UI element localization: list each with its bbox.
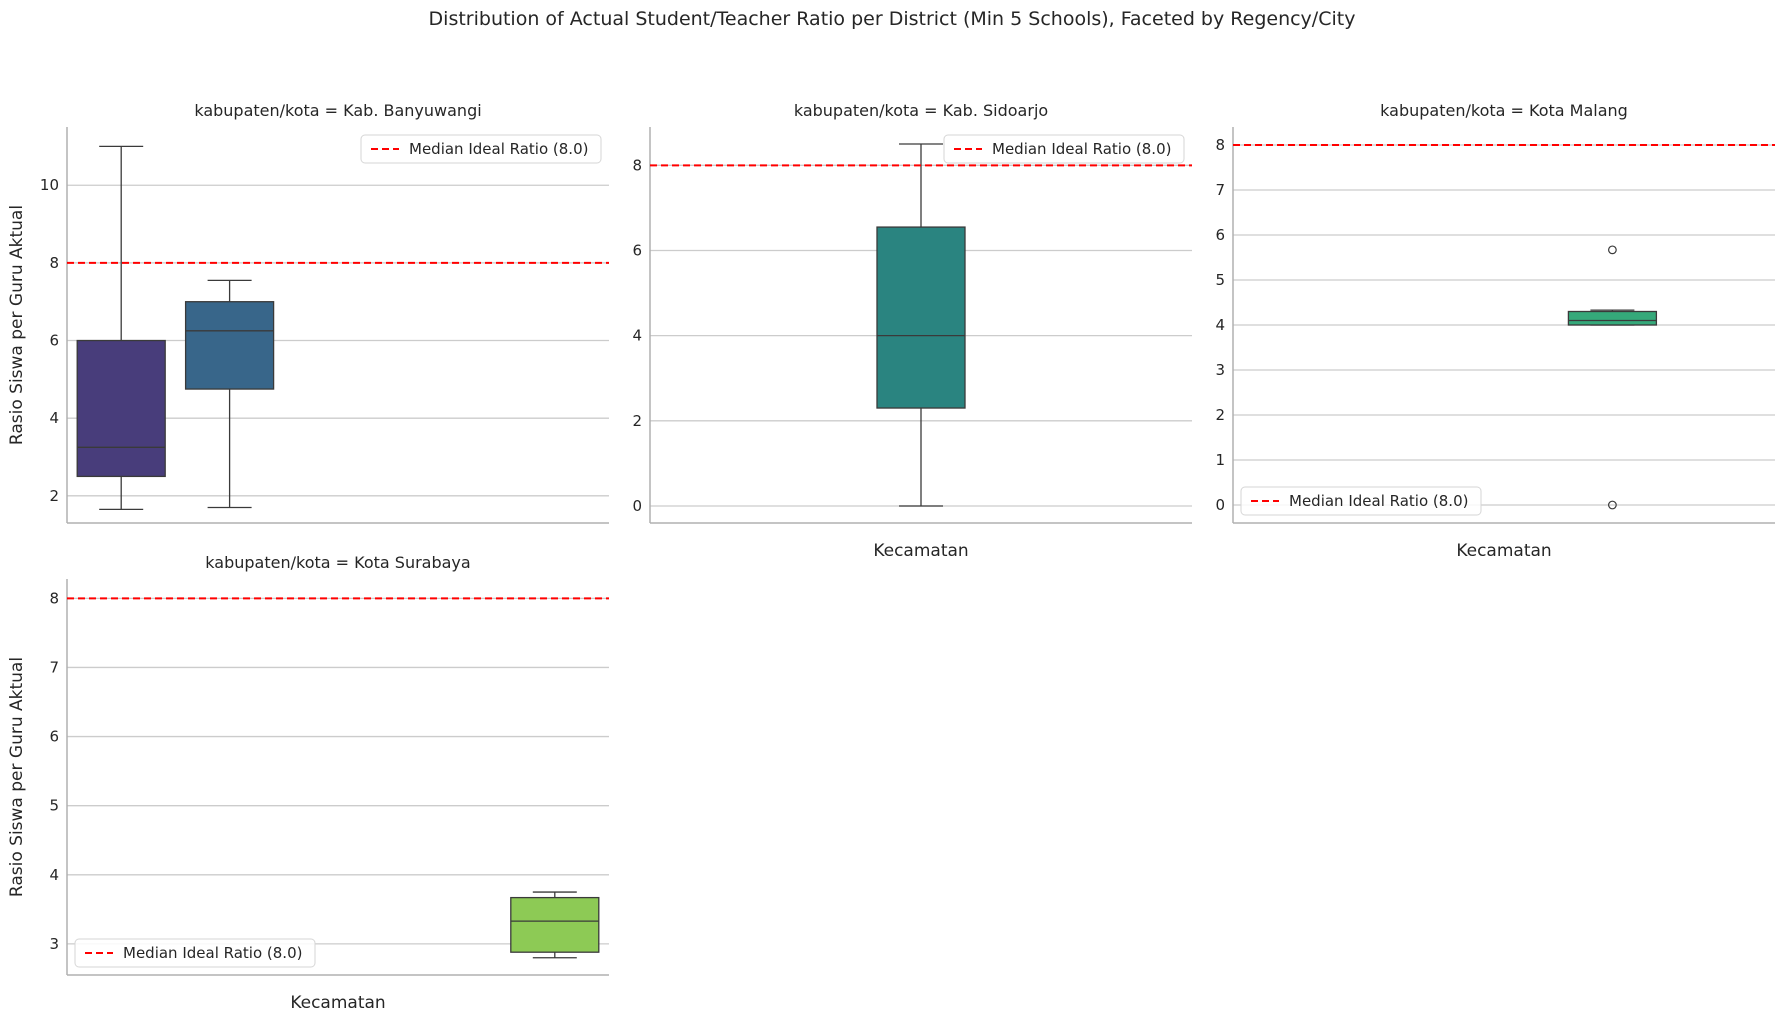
y-tick-label: 0 <box>1215 496 1225 514</box>
legend-label: Median Ideal Ratio (8.0) <box>992 140 1171 158</box>
legend: Median Ideal Ratio (8.0) <box>74 938 316 968</box>
y-tick-label: 8 <box>49 589 59 607</box>
legend-frame <box>943 134 1185 164</box>
y-tick-label: 6 <box>49 728 59 746</box>
y-tick-label: 2 <box>49 487 59 505</box>
panel-1: 2 4 6 8 10 kabupaten/kota = Kab. Banyuwangi Ra… <box>7 101 609 524</box>
y-tick-label: 4 <box>632 327 642 345</box>
x-axis-label: Kecamatan <box>873 541 968 561</box>
y-tick-label: 1 <box>1215 451 1225 469</box>
y-tick-label: 4 <box>1215 316 1225 334</box>
outlier-point <box>1607 500 1617 510</box>
legend-label: Median Ideal Ratio (8.0) <box>409 140 588 158</box>
outlier-point <box>1607 245 1617 255</box>
box-iqr <box>1567 310 1658 326</box>
y-tick-label: 5 <box>49 797 59 815</box>
legend-label: Median Ideal Ratio (8.0) <box>1289 492 1468 510</box>
box-iqr <box>510 896 600 953</box>
panel-title: kabupaten/kota = Kab. Sidoarjo <box>794 101 1048 120</box>
y-tick-label: 3 <box>1215 361 1225 379</box>
y-tick-label: 10 <box>40 176 59 194</box>
y-tick-label: 8 <box>49 254 59 272</box>
panel-3: 0 1 2 3 4 5 6 7 8 kabupaten/kota = Kota Malang Kec… <box>1215 101 1775 561</box>
y-tick-label: 2 <box>1215 406 1225 424</box>
y-tick-label: 6 <box>632 241 642 259</box>
legend-label: Median Ideal Ratio (8.0) <box>123 944 302 962</box>
y-tick-label: 0 <box>632 497 642 515</box>
y-axis-label: Rasio Siswa per Guru Aktual <box>7 657 27 897</box>
legend: Median Ideal Ratio (8.0) <box>1240 486 1482 516</box>
panel-title: kabupaten/kota = Kab. Banyuwangi <box>194 101 481 120</box>
panel-title: kabupaten/kota = Kota Malang <box>1380 101 1628 120</box>
y-tick-label: 6 <box>1215 226 1225 244</box>
legend: Median Ideal Ratio (8.0) <box>360 134 602 164</box>
y-axis-label: Rasio Siswa per Guru Aktual <box>7 205 27 445</box>
y-tick-label: 3 <box>49 935 59 953</box>
y-tick-label: 7 <box>1215 181 1225 199</box>
panel-2: 0 2 4 6 8 kabupaten/kota = Kab. Sidoarjo Kecam… <box>632 101 1192 561</box>
y-tick-label: 4 <box>49 866 59 884</box>
y-tick-label: 6 <box>49 332 59 350</box>
box-iqr <box>76 339 166 478</box>
box-iqr <box>876 226 966 409</box>
panel-4: 3 4 5 6 7 8 kabupaten/kota = Kota Surabaya Rasi… <box>7 553 609 1013</box>
panel-title: kabupaten/kota = Kota Surabaya <box>205 553 470 572</box>
legend-frame <box>74 938 316 968</box>
legend-frame <box>1240 486 1482 516</box>
box-iqr <box>184 301 275 390</box>
x-axis-label: Kecamatan <box>1456 541 1551 561</box>
y-tick-label: 5 <box>1215 271 1225 289</box>
legend: Median Ideal Ratio (8.0) <box>943 134 1185 164</box>
y-tick-label: 8 <box>632 156 642 174</box>
legend-frame <box>360 134 602 164</box>
figure-title: Distribution of Actual Student/Teacher R… <box>429 8 1356 30</box>
y-tick-label: 7 <box>49 658 59 676</box>
y-tick-label: 2 <box>632 412 642 430</box>
y-tick-label: 4 <box>49 409 59 427</box>
x-axis-label: Kecamatan <box>290 993 385 1013</box>
y-tick-label: 8 <box>1215 136 1225 154</box>
